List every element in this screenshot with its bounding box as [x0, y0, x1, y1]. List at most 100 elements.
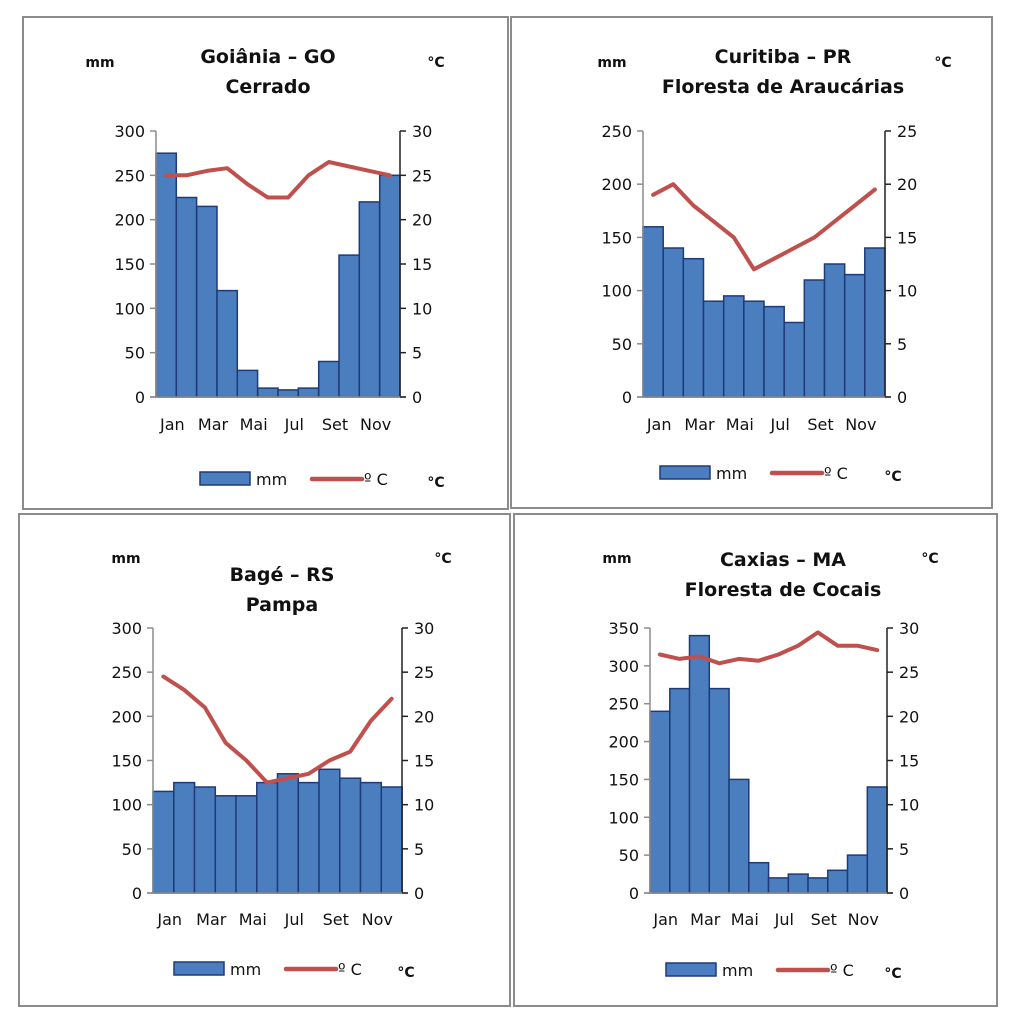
- x-tick-label: Jul: [774, 910, 794, 929]
- right-tick-label: 10: [414, 796, 434, 815]
- left-tick-label: 200: [608, 733, 639, 752]
- left-tick-label: 100: [114, 299, 145, 318]
- right-axis-unit-label: °C: [934, 55, 951, 71]
- legend-label-mm: mm: [716, 464, 747, 483]
- bar-precipitation-jan: [152, 790, 175, 894]
- bar-precipitation-fev: [669, 687, 691, 894]
- right-tick-label: 15: [412, 255, 432, 274]
- chart-panel-caxias: [513, 513, 998, 1007]
- chart-subtitle: Cerrado: [225, 76, 310, 98]
- bar-precipitation-mar: [688, 634, 711, 894]
- bar-precipitation-set: [807, 877, 829, 894]
- bar-precipitation-jun: [256, 781, 279, 894]
- x-tick-label: Nov: [362, 910, 393, 929]
- left-tick-label: 200: [111, 707, 142, 726]
- right-tick-label: 25: [414, 663, 434, 682]
- left-axis-unit-label: mm: [111, 551, 140, 567]
- right-tick-label: 10: [897, 282, 917, 301]
- right-axis-unit-label: °C: [921, 551, 938, 567]
- chart-subtitle: Floresta de Araucárias: [662, 76, 904, 98]
- bar-precipitation-fev: [662, 247, 685, 398]
- x-tick-label: Mar: [690, 910, 721, 929]
- bar-precipitation-abr: [708, 687, 730, 894]
- bar-precipitation-out: [823, 263, 846, 398]
- right-tick-label: 10: [899, 796, 919, 815]
- chart-title: Goiânia – GO: [200, 46, 335, 68]
- right-tick-label: 0: [414, 884, 424, 903]
- x-tick-label: Jan: [652, 910, 678, 929]
- left-tick-label: 150: [601, 228, 632, 247]
- x-tick-label: Set: [811, 910, 837, 929]
- right-tick-label: 20: [414, 707, 434, 726]
- right-tick-label: 25: [412, 166, 432, 185]
- bar-precipitation-fev: [175, 196, 198, 398]
- chart-panel-bage: [18, 513, 511, 1007]
- x-tick-label: Mar: [684, 415, 715, 434]
- bar-precipitation-out: [827, 869, 849, 894]
- right-tick-label: 25: [897, 122, 917, 141]
- bar-precipitation-ago: [787, 873, 809, 894]
- left-tick-label: 50: [612, 335, 632, 354]
- x-tick-label: Mai: [726, 415, 754, 434]
- right-axis-unit-label: °C: [434, 551, 451, 567]
- right-tick-label: 5: [899, 840, 909, 859]
- bar-precipitation-mai: [722, 295, 745, 398]
- bar-precipitation-nov: [846, 854, 869, 894]
- x-tick-label: Jul: [770, 415, 790, 434]
- x-tick-label: Nov: [845, 415, 876, 434]
- bar-precipitation-mai: [728, 778, 750, 894]
- right-tick-label: 20: [897, 175, 917, 194]
- left-tick-label: 50: [619, 846, 639, 865]
- bar-precipitation-out: [338, 254, 361, 398]
- bar-precipitation-jul: [767, 877, 790, 894]
- x-tick-label: Nov: [848, 910, 879, 929]
- chart-panel-goiania: [22, 16, 509, 510]
- bar-precipitation-jun: [748, 861, 770, 894]
- left-tick-label: 150: [114, 255, 145, 274]
- footer-source-cutoff: [30, 1006, 930, 1012]
- bar-precipitation-ago: [297, 781, 320, 894]
- x-tick-label: Jul: [284, 910, 304, 929]
- x-tick-label: Set: [807, 415, 833, 434]
- left-tick-label: 250: [111, 663, 142, 682]
- bar-precipitation-jun: [743, 300, 765, 398]
- bar-precipitation-abr: [702, 300, 725, 398]
- chart-subtitle: Pampa: [246, 594, 318, 616]
- x-tick-label: Set: [322, 415, 348, 434]
- bar-precipitation-dez: [378, 174, 401, 398]
- right-tick-label: 15: [897, 228, 917, 247]
- bar-precipitation-ago: [297, 387, 320, 398]
- left-tick-label: 250: [601, 122, 632, 141]
- right-tick-label: 20: [899, 707, 919, 726]
- bar-precipitation-dez: [864, 247, 886, 398]
- bar-precipitation-set: [318, 768, 341, 894]
- legend-extra-unit: °C: [427, 475, 444, 491]
- legend-extra-unit: °C: [884, 966, 901, 982]
- right-tick-label: 20: [412, 211, 432, 230]
- left-tick-label: 200: [114, 211, 145, 230]
- bar-precipitation-jun: [256, 387, 279, 398]
- right-tick-label: 25: [899, 663, 919, 682]
- temperature-line: [164, 160, 392, 200]
- left-tick-label: 100: [608, 808, 639, 827]
- legend-label-temperature: º C: [824, 464, 848, 483]
- bar-precipitation-jul: [277, 389, 300, 398]
- left-axis-unit-label: mm: [85, 55, 114, 71]
- bar-precipitation-jan: [642, 226, 664, 398]
- left-tick-label: 200: [601, 175, 632, 194]
- legend-extra-unit: °C: [397, 965, 414, 981]
- chart-subtitle: Floresta de Cocais: [685, 579, 882, 601]
- x-tick-label: Mar: [198, 415, 229, 434]
- legend-label-temperature: º C: [364, 470, 388, 489]
- left-tick-label: 0: [135, 388, 145, 407]
- bar-precipitation-abr: [214, 795, 237, 894]
- bar-precipitation-mai: [235, 795, 258, 894]
- bar-precipitation-nov: [359, 781, 383, 894]
- bar-precipitation-nov: [358, 201, 381, 398]
- x-tick-label: Mai: [240, 415, 268, 434]
- right-axis-unit-label: °C: [427, 55, 444, 71]
- bar-precipitation-dez: [866, 786, 888, 894]
- left-tick-label: 50: [125, 344, 145, 363]
- bar-precipitation-mar: [193, 786, 217, 894]
